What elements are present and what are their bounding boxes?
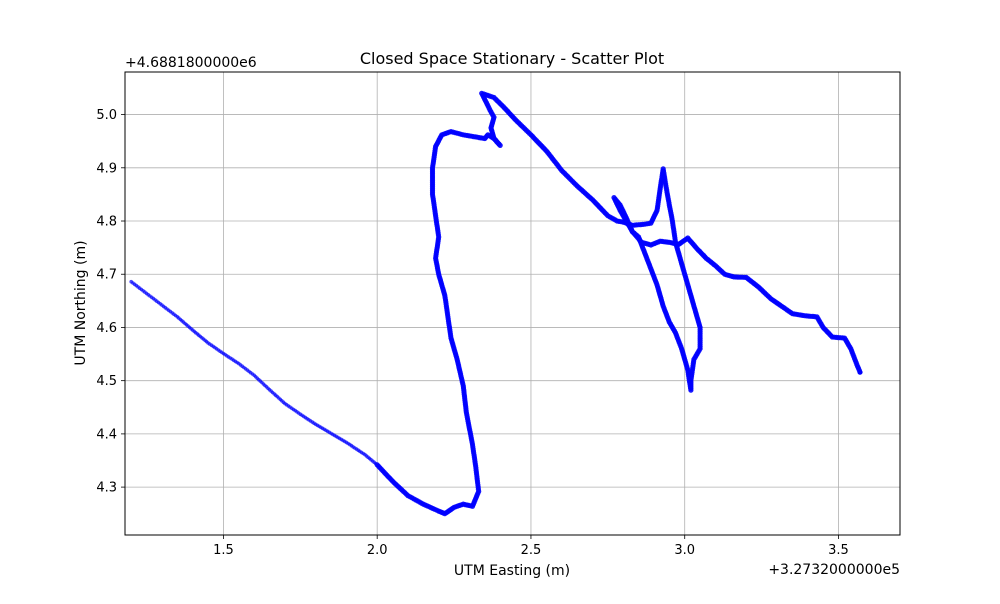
- x-tick-label: 3.0: [674, 543, 695, 558]
- y-tick-label: 4.3: [96, 481, 117, 496]
- y-axis-label: UTM Northing (m): [73, 240, 89, 365]
- x-axis-offset-label: +3.2732000000e5: [768, 562, 900, 578]
- y-tick-label: 4.9: [96, 161, 117, 176]
- y-tick-label: 4.6: [96, 321, 117, 336]
- y-tick-label: 4.5: [96, 374, 117, 389]
- chart-title: Closed Space Stationary - Scatter Plot: [360, 49, 664, 68]
- y-tick-label: 4.8: [96, 215, 117, 230]
- x-axis-label: UTM Easting (m): [454, 563, 570, 579]
- y-axis-offset-label: +4.6881800000e6: [125, 55, 257, 71]
- x-tick-label: 2.0: [367, 543, 388, 558]
- y-tick-label: 4.7: [96, 268, 117, 283]
- x-tick-label: 1.5: [213, 543, 234, 558]
- scatter-point: [857, 369, 863, 375]
- data-points: [129, 90, 863, 517]
- y-tick-label: 4.4: [96, 427, 117, 442]
- x-tick-label: 2.5: [521, 543, 542, 558]
- y-tick-label: 5.0: [96, 108, 117, 123]
- x-tick-label: 3.5: [828, 543, 849, 558]
- plot-frame: [124, 71, 901, 536]
- axis-ticks: 1.5 2.0 2.5 3.0 3.5 4.3 4.4 4.5 4.6 4.7 4.8 4.9 5.0: [96, 108, 849, 558]
